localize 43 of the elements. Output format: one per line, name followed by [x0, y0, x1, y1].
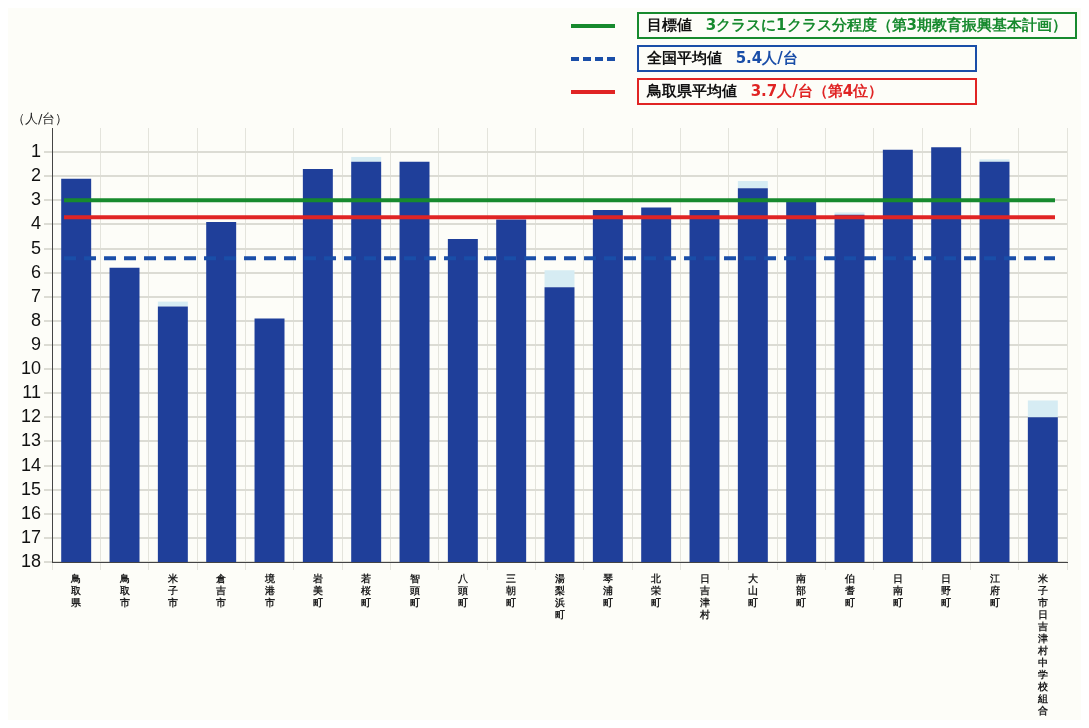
- y-tick-label: 16: [20, 502, 42, 523]
- y-tick-label: 13: [20, 430, 42, 451]
- x-tick-label: 日南町: [891, 572, 903, 608]
- y-tick-label: 8: [31, 309, 42, 330]
- y-tick-label: 2: [31, 165, 42, 186]
- y-tick-label: 11: [22, 382, 42, 403]
- y-tick-label: 12: [20, 406, 42, 427]
- y-tick-label: 14: [20, 454, 42, 475]
- legend-label: 全国平均値 5.4人/台: [646, 49, 798, 67]
- x-tick-label: 若桜町: [360, 572, 372, 608]
- legend-label: 目標値 3クラスに1クラス分程度（第3期教育振興基本計画）: [646, 16, 1067, 34]
- y-tick-label: 10: [20, 358, 42, 379]
- y-axis-title: （人/台）: [12, 110, 69, 126]
- x-tick-label: 三朝町: [505, 572, 517, 608]
- x-tick-label: 南部町: [795, 572, 807, 608]
- x-tick-label: 岩美町: [311, 572, 323, 608]
- legend-label: 鳥取県平均値 3.7人/台（第4位）: [646, 82, 884, 100]
- x-tick-label: 境港市: [263, 572, 276, 608]
- x-tick-label: 北栄町: [650, 572, 663, 608]
- x-tick-label: 鳥取県: [70, 572, 83, 608]
- x-tick-label: 大山町: [746, 572, 759, 608]
- x-tick-label: 江府町: [988, 572, 1000, 608]
- x-tick-label: 米子市: [166, 572, 179, 608]
- x-tick-label: 八頭町: [456, 572, 469, 608]
- category-label: 米子市日吉津村中学校組合: [1037, 572, 1048, 716]
- x-tick-label: 日吉津村: [698, 572, 710, 620]
- x-tick-label: 日野町: [941, 572, 952, 608]
- x-tick-label: 湯梨浜町: [553, 572, 565, 620]
- y-tick-label: 18: [20, 550, 42, 571]
- y-tick-label: 17: [20, 526, 42, 547]
- y-tick-label: 15: [20, 478, 42, 499]
- y-tick-label: 7: [31, 285, 42, 306]
- y-tick-label: 9: [31, 333, 42, 354]
- x-tick-label: 倉吉市: [215, 572, 228, 608]
- y-tick-label: 1: [31, 141, 42, 162]
- y-tick-label: 4: [31, 213, 42, 234]
- x-tick-label: 琴浦町: [601, 572, 613, 608]
- y-tick-label: 5: [31, 237, 42, 258]
- x-tick-label: 智頭町: [408, 572, 420, 608]
- y-tick-label: 6: [31, 261, 42, 282]
- x-tick-label: 伯耆町: [843, 572, 855, 608]
- x-tick-label: 鳥取市: [118, 572, 131, 608]
- y-tick-label: 3: [31, 189, 42, 210]
